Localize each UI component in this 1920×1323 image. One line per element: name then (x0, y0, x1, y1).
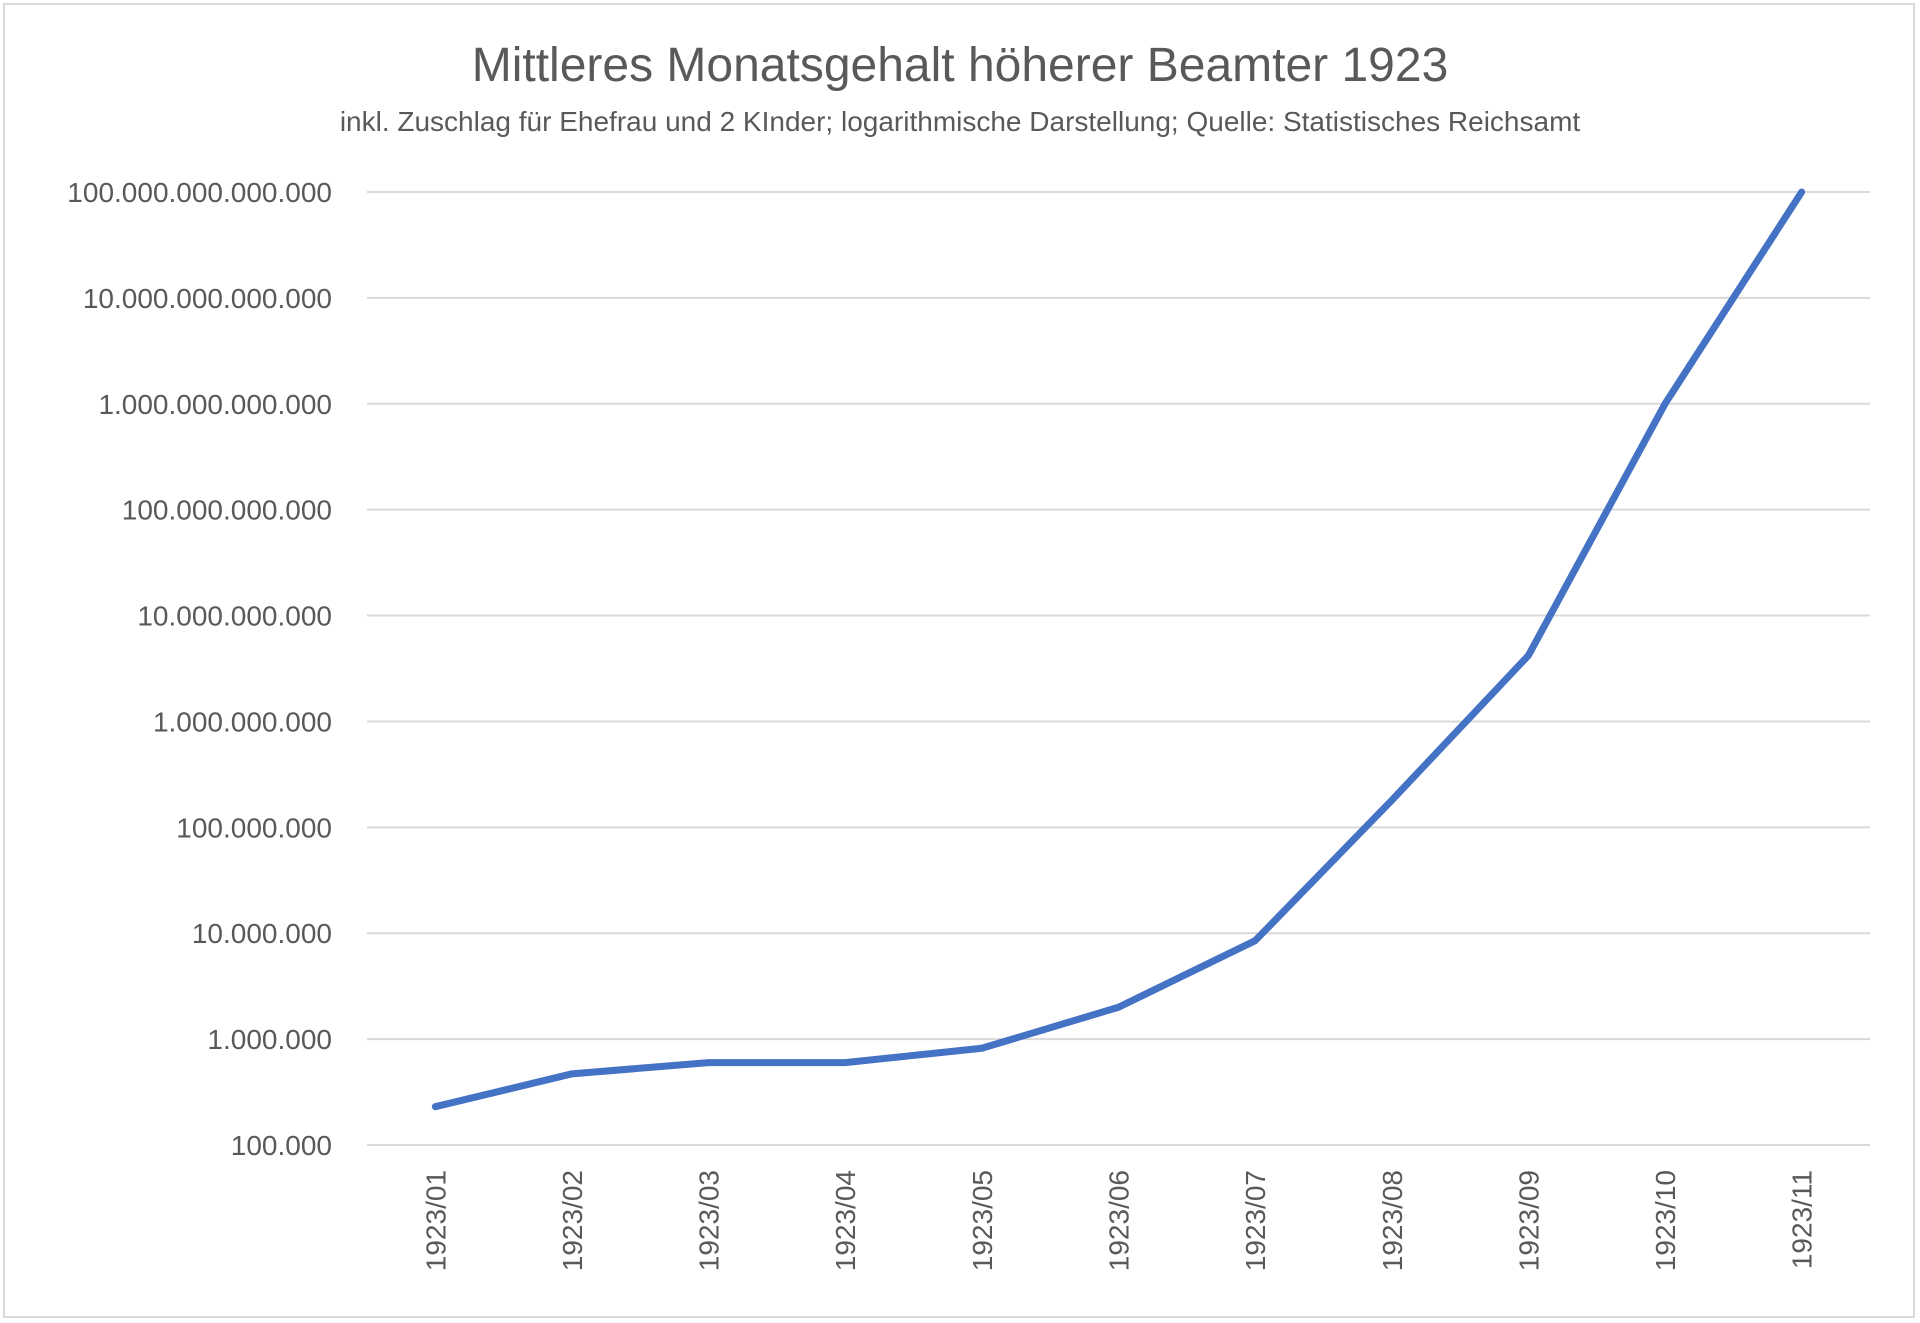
y-tick-label: 10.000.000.000 (137, 601, 332, 632)
y-tick-label: 1.000.000.000 (153, 706, 332, 737)
x-tick-label: 1923/05 (967, 1170, 998, 1271)
y-tick-label: 100.000.000 (176, 812, 332, 843)
x-tick-label: 1923/10 (1650, 1170, 1681, 1271)
y-tick-label: 1.000.000.000.000 (98, 389, 332, 420)
y-tick-label: 100.000.000.000.000 (67, 177, 332, 208)
x-tick-label: 1923/06 (1104, 1170, 1135, 1271)
x-tick-label: 1923/11 (1787, 1170, 1818, 1269)
chart-subtitle: inkl. Zuschlag für Ehefrau und 2 KInder;… (339, 106, 1581, 137)
y-tick-label: 10.000.000 (192, 918, 332, 949)
x-tick-label: 1923/07 (1240, 1170, 1271, 1271)
x-tick-label: 1923/09 (1513, 1170, 1544, 1271)
series-line (431, 188, 1806, 1111)
y-tick-label: 100.000.000.000 (122, 495, 332, 526)
y-tick-label: 1.000.000 (207, 1024, 332, 1055)
y-tick-label: 10.000.000.000.000 (83, 283, 332, 314)
x-tick-label: 1923/03 (694, 1170, 725, 1271)
x-tick-label: 1923/01 (420, 1170, 451, 1271)
chart-frame (3, 3, 1915, 1318)
x-tick-label: 1923/04 (830, 1170, 861, 1271)
x-tick-label: 1923/08 (1377, 1170, 1408, 1271)
x-tick-label: 1923/02 (557, 1170, 588, 1271)
y-tick-label: 100.000 (231, 1130, 332, 1161)
chart-title: Mittleres Monatsgehalt höherer Beamter 1… (471, 39, 1449, 92)
